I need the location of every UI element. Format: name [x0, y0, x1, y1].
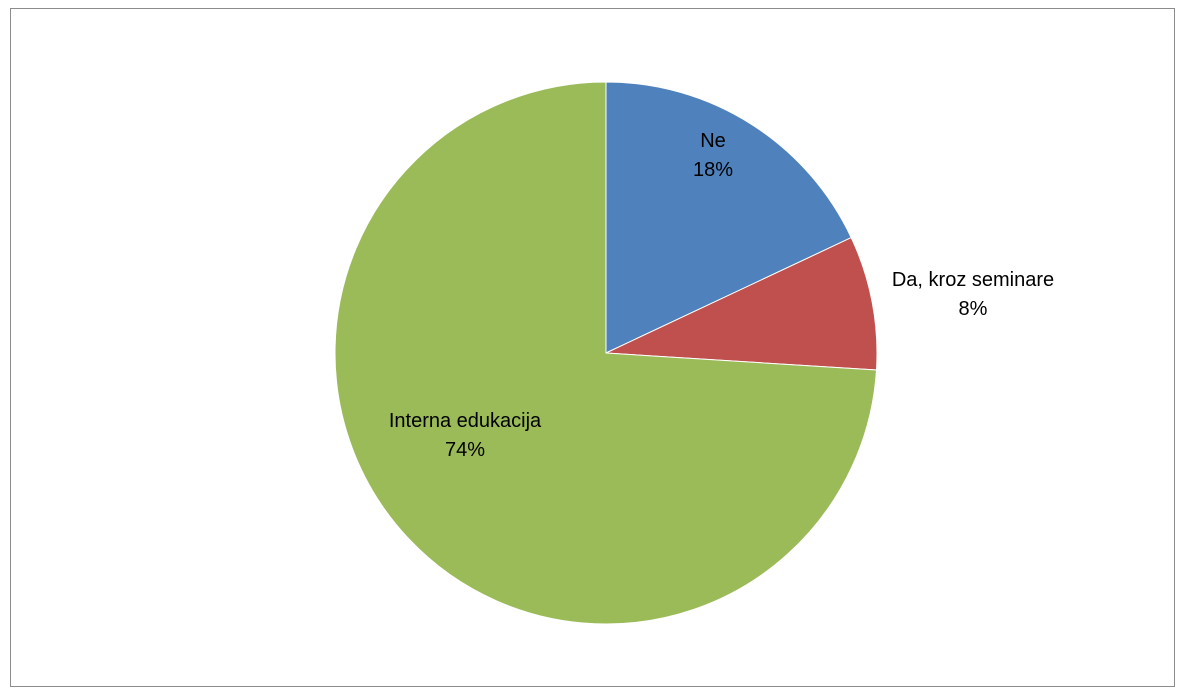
- pie-slice-1: [605, 236, 878, 371]
- slice-percent-1: 8%: [959, 298, 988, 320]
- slice-name-0: Ne: [700, 130, 726, 152]
- pie-slice-2: [334, 81, 878, 625]
- slice-name-2: Interna edukacija: [389, 410, 542, 432]
- slice-percent-0: 18%: [693, 159, 733, 181]
- slice-percent-2: 74%: [445, 439, 485, 461]
- slice-label-0: Ne 18%: [693, 130, 733, 181]
- pie-slices: [334, 81, 878, 625]
- slice-label-2: Interna edukacija 74%: [389, 410, 542, 461]
- slice-label-1: Da, kroz seminare 8%: [892, 269, 1054, 320]
- slice-name-1: Da, kroz seminare: [892, 269, 1054, 291]
- pie-slice-0: [605, 81, 852, 354]
- pie-labels: Ne 18% Da, kroz seminare 8% Interna edukacij…: [389, 130, 1054, 461]
